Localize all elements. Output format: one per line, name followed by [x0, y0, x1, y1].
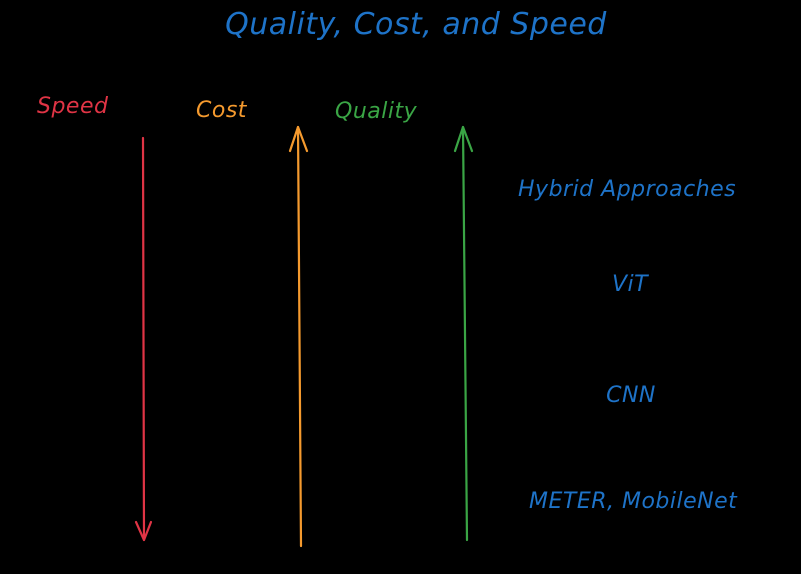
- cost-axis-label: Cost: [196, 98, 248, 123]
- diagram-title: Quality, Cost, and Speed: [225, 7, 607, 42]
- speed-down-arrow: [134, 136, 153, 542]
- cost-up-arrow: [288, 125, 309, 548]
- speed-axis-label: Speed: [37, 94, 109, 119]
- model-label-meter-mobilenet: METER, MobileNet: [529, 489, 738, 514]
- model-label-vit: ViT: [612, 272, 649, 297]
- quality-up-arrow: [453, 125, 474, 542]
- model-label-cnn: CNN: [606, 383, 656, 408]
- quality-axis-label: Quality: [335, 99, 418, 124]
- model-label-hybrid: Hybrid Approaches: [518, 177, 736, 202]
